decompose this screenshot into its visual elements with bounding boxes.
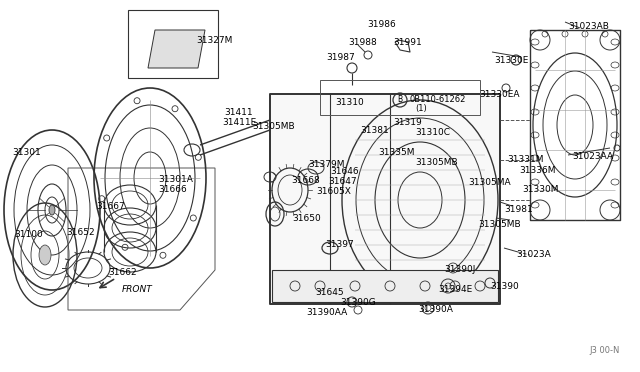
Ellipse shape xyxy=(49,205,55,215)
Text: 31100: 31100 xyxy=(14,230,43,239)
Text: 31605X: 31605X xyxy=(316,187,351,196)
Text: B: B xyxy=(397,96,403,105)
Text: 31335M: 31335M xyxy=(378,148,415,157)
Text: 31331M: 31331M xyxy=(507,155,543,164)
Text: 31397: 31397 xyxy=(325,240,354,249)
Text: 31390G: 31390G xyxy=(340,298,376,307)
Text: 31330EA: 31330EA xyxy=(479,90,520,99)
Text: 31301: 31301 xyxy=(12,148,41,157)
Text: 31023AB: 31023AB xyxy=(568,22,609,31)
Text: 31327M: 31327M xyxy=(196,36,232,45)
Text: 31305MB: 31305MB xyxy=(415,158,458,167)
Text: 31310: 31310 xyxy=(335,98,364,107)
Text: 31986: 31986 xyxy=(367,20,396,29)
Text: 31319: 31319 xyxy=(393,118,422,127)
Text: 31411: 31411 xyxy=(224,108,253,117)
Bar xyxy=(128,10,218,78)
Text: 0B110-61262: 0B110-61262 xyxy=(410,96,467,105)
Text: 31336M: 31336M xyxy=(519,166,556,175)
Text: 31390AA: 31390AA xyxy=(306,308,348,317)
Text: 31647: 31647 xyxy=(328,177,356,186)
Text: 31379M: 31379M xyxy=(308,160,344,169)
Text: 31305MA: 31305MA xyxy=(468,178,511,187)
Text: 31390: 31390 xyxy=(490,282,519,291)
Polygon shape xyxy=(148,30,205,68)
Text: 31381: 31381 xyxy=(360,126,388,135)
Text: 31390A: 31390A xyxy=(418,305,453,314)
Ellipse shape xyxy=(39,245,51,265)
Bar xyxy=(272,270,498,302)
Text: 31301A: 31301A xyxy=(158,175,193,184)
Text: 31667: 31667 xyxy=(96,202,125,211)
Text: 31650: 31650 xyxy=(292,214,321,223)
Text: 31646: 31646 xyxy=(330,167,358,176)
Text: 31668: 31668 xyxy=(291,176,320,185)
Text: 31390J: 31390J xyxy=(444,265,476,274)
Text: 31305MB: 31305MB xyxy=(478,220,520,229)
Text: FRONT: FRONT xyxy=(122,285,153,294)
Text: 31645: 31645 xyxy=(315,288,344,297)
Text: 31023AA: 31023AA xyxy=(572,152,613,161)
Text: 31987: 31987 xyxy=(326,53,355,62)
Text: 31305MB: 31305MB xyxy=(252,122,294,131)
Text: (1): (1) xyxy=(415,105,427,113)
Text: 31023A: 31023A xyxy=(516,250,551,259)
Text: 31662: 31662 xyxy=(108,268,136,277)
Text: 31988: 31988 xyxy=(348,38,377,47)
Text: 31981: 31981 xyxy=(504,205,532,214)
Text: 31411E: 31411E xyxy=(222,118,256,127)
Text: 31666: 31666 xyxy=(158,185,187,194)
Text: 31330E: 31330E xyxy=(494,56,529,65)
Text: J3 00-N: J3 00-N xyxy=(589,346,620,355)
Text: 31330M: 31330M xyxy=(522,185,559,194)
Text: 31652: 31652 xyxy=(66,228,95,237)
Text: 31394E: 31394E xyxy=(438,285,472,294)
Text: 31991: 31991 xyxy=(393,38,422,47)
Text: 31310C: 31310C xyxy=(415,128,450,137)
Bar xyxy=(270,94,500,304)
